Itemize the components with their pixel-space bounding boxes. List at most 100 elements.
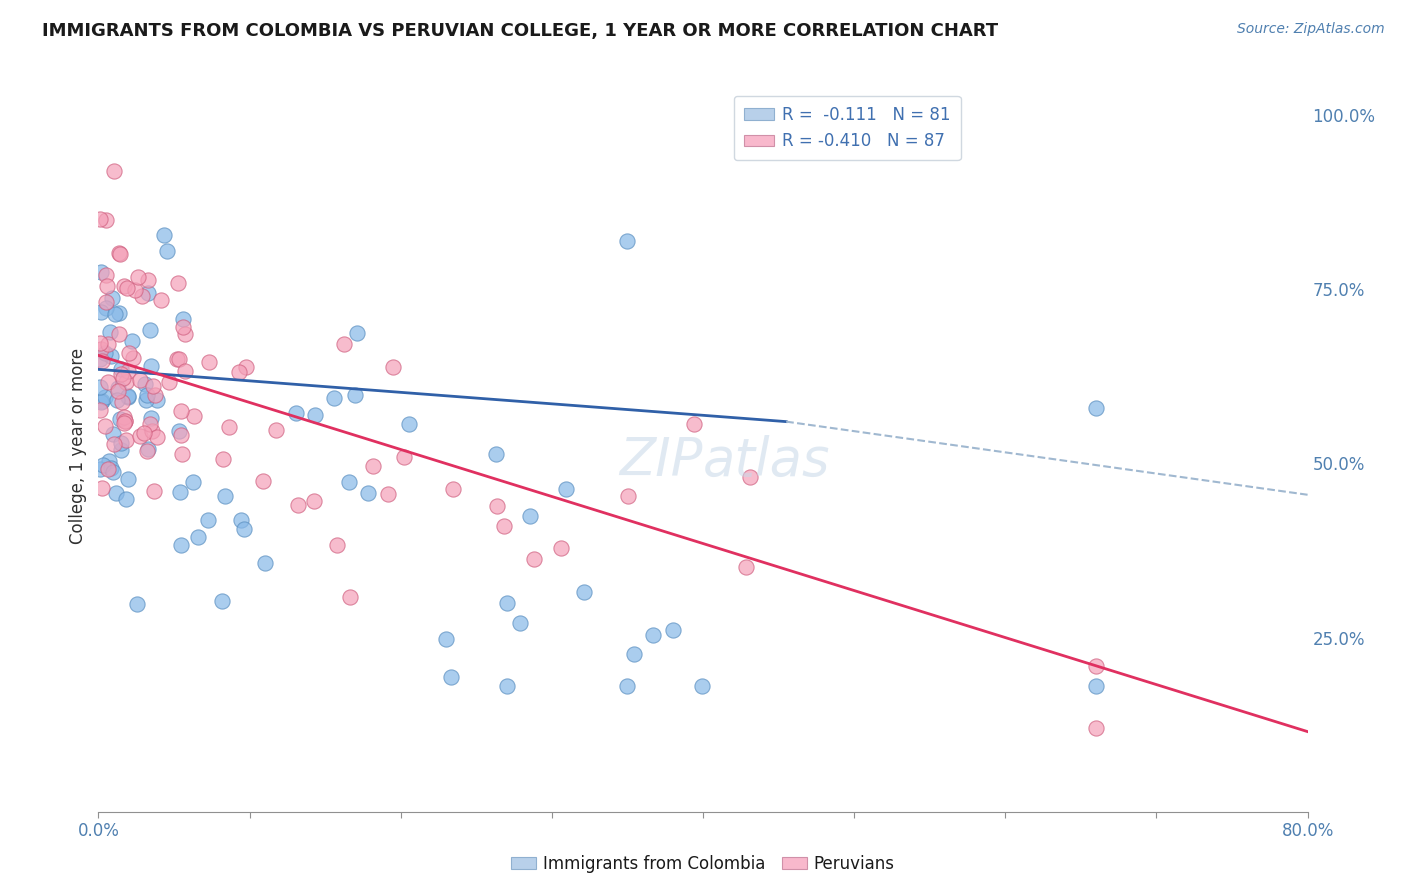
- Point: [110, 368, 132, 382]
- Point: [105, 393, 128, 408]
- Point: [115, 375, 138, 389]
- Point: [124, 284, 146, 298]
- Point: [104, 307, 127, 321]
- Point: [174, 326, 197, 341]
- Point: [181, 475, 204, 490]
- Point: [107, 246, 129, 260]
- Point: [139, 417, 162, 432]
- Point: [103, 164, 125, 178]
- Point: [135, 388, 157, 402]
- Point: [89, 211, 111, 226]
- Point: [89, 462, 111, 476]
- Point: [169, 485, 191, 500]
- Point: [485, 447, 508, 461]
- Point: [1085, 401, 1108, 415]
- Point: [143, 484, 166, 499]
- Point: [253, 557, 276, 571]
- Point: [96, 279, 118, 293]
- Point: [146, 393, 169, 408]
- Point: [135, 443, 157, 458]
- Point: [229, 513, 252, 527]
- Point: [96, 462, 118, 476]
- Point: [157, 376, 180, 390]
- Point: [103, 427, 125, 442]
- Point: [211, 594, 233, 608]
- Point: [115, 281, 138, 295]
- Point: [740, 470, 762, 484]
- Point: [735, 560, 758, 574]
- Point: [228, 365, 250, 379]
- Point: [110, 247, 132, 261]
- Point: [183, 409, 205, 423]
- Text: IMMIGRANTS FROM COLOMBIA VS PERUVIAN COLLEGE, 1 YEAR OR MORE CORRELATION CHART: IMMIGRANTS FROM COLOMBIA VS PERUVIAN COL…: [42, 22, 998, 40]
- Point: [139, 411, 162, 425]
- Point: [94, 212, 117, 227]
- Point: [136, 273, 159, 287]
- Point: [117, 390, 139, 404]
- Point: [186, 529, 208, 543]
- Point: [142, 379, 165, 393]
- Point: [89, 336, 111, 351]
- Point: [485, 499, 508, 513]
- Point: [495, 679, 517, 693]
- Point: [115, 492, 138, 507]
- Point: [523, 551, 546, 566]
- Point: [112, 416, 135, 430]
- Point: [325, 538, 347, 552]
- Point: [127, 269, 149, 284]
- Point: [1085, 659, 1108, 673]
- Point: [284, 406, 307, 420]
- Point: [495, 596, 517, 610]
- Point: [304, 408, 326, 422]
- Point: [107, 381, 129, 395]
- Point: [117, 472, 139, 486]
- Point: [322, 391, 344, 405]
- Point: [172, 320, 194, 334]
- Point: [131, 289, 153, 303]
- Point: [641, 628, 664, 642]
- Point: [108, 412, 131, 426]
- Point: [94, 345, 117, 359]
- Point: [94, 295, 117, 310]
- Point: [252, 474, 274, 488]
- Legend: R =  -0.111   N = 81, R = -0.410   N = 87: R = -0.111 N = 81, R = -0.410 N = 87: [734, 96, 960, 161]
- Point: [117, 364, 139, 378]
- Point: [169, 352, 191, 367]
- Point: [129, 429, 152, 443]
- Point: [114, 433, 136, 447]
- Point: [108, 327, 131, 342]
- Point: [132, 426, 155, 441]
- Point: [94, 301, 117, 315]
- Point: [1085, 679, 1108, 693]
- Point: [136, 285, 159, 300]
- Point: [89, 351, 111, 366]
- Point: [287, 498, 309, 512]
- Point: [167, 424, 190, 438]
- Point: [356, 486, 378, 500]
- Point: [112, 278, 135, 293]
- Point: [333, 336, 356, 351]
- Point: [112, 409, 135, 424]
- Point: [232, 523, 254, 537]
- Point: [343, 387, 366, 401]
- Point: [623, 647, 645, 661]
- Point: [101, 465, 124, 479]
- Point: [170, 404, 193, 418]
- Point: [692, 679, 714, 693]
- Point: [394, 450, 416, 465]
- Point: [174, 364, 197, 378]
- Point: [118, 345, 141, 359]
- Point: [91, 458, 114, 473]
- Point: [110, 443, 132, 458]
- Point: [173, 311, 195, 326]
- Point: [111, 395, 134, 409]
- Point: [346, 326, 368, 341]
- Text: ZIP: ZIP: [620, 434, 703, 487]
- Point: [114, 414, 136, 428]
- Point: [617, 489, 640, 503]
- Point: [127, 597, 149, 611]
- Point: [111, 371, 134, 385]
- Point: [96, 336, 118, 351]
- Point: [361, 459, 384, 474]
- Point: [134, 376, 156, 391]
